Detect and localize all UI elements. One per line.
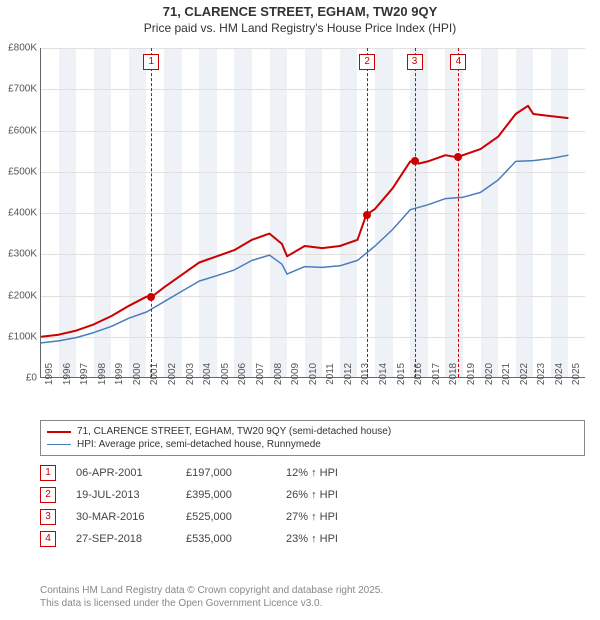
y-tick-label: £700K — [1, 84, 37, 95]
sales-table: 1 06-APR-2001 £197,000 12% ↑ HPI 2 19-JUL-201… — [40, 462, 366, 550]
marker-label: 1 — [143, 54, 159, 70]
x-tick-label: 2009 — [290, 363, 301, 385]
x-tick-label: 2023 — [536, 363, 547, 385]
marker-dot — [411, 157, 419, 165]
footer-line2: This data is licensed under the Open Gov… — [40, 597, 383, 610]
gridline — [41, 213, 585, 214]
y-tick-label: £800K — [1, 43, 37, 54]
sale-date: 06-APR-2001 — [76, 467, 166, 479]
x-tick-label: 1998 — [97, 363, 108, 385]
legend-label: 71, CLARENCE STREET, EGHAM, TW20 9QY (se… — [77, 426, 391, 437]
x-tick-label: 2012 — [343, 363, 354, 385]
title-line1: 71, CLARENCE STREET, EGHAM, TW20 9QY — [0, 4, 600, 21]
y-tick-label: £300K — [1, 249, 37, 260]
sale-delta: 27% ↑ HPI — [286, 511, 366, 523]
sale-delta: 23% ↑ HPI — [286, 533, 366, 545]
marker-dash — [151, 48, 152, 377]
sale-date: 27-SEP-2018 — [76, 533, 166, 545]
gridline — [41, 296, 585, 297]
marker-label: 2 — [359, 54, 375, 70]
legend-swatch — [47, 431, 71, 433]
legend-row: HPI: Average price, semi-detached house,… — [47, 438, 578, 451]
x-tick-label: 2004 — [202, 363, 213, 385]
x-tick-label: 2021 — [501, 363, 512, 385]
sale-row: 2 19-JUL-2013 £395,000 26% ↑ HPI — [40, 484, 366, 506]
legend-swatch — [47, 444, 71, 445]
x-tick-label: 2010 — [308, 363, 319, 385]
x-tick-label: 2003 — [185, 363, 196, 385]
marker-dash — [458, 48, 459, 377]
x-tick-label: 2025 — [571, 363, 582, 385]
x-tick-label: 2019 — [466, 363, 477, 385]
x-tick-label: 1999 — [114, 363, 125, 385]
chart-plot-area: £0£100K£200K£300K£400K£500K£600K£700K£80… — [40, 48, 585, 378]
sale-price: £395,000 — [186, 489, 266, 501]
x-tick-label: 1997 — [79, 363, 90, 385]
footer-line1: Contains HM Land Registry data © Crown c… — [40, 584, 383, 597]
y-tick-label: £400K — [1, 208, 37, 219]
sale-marker: 4 — [40, 531, 56, 547]
y-tick-label: £500K — [1, 166, 37, 177]
sale-marker: 2 — [40, 487, 56, 503]
x-tick-label: 2007 — [255, 363, 266, 385]
x-tick-label: 2013 — [360, 363, 371, 385]
x-tick-label: 2014 — [378, 363, 389, 385]
x-tick-label: 2024 — [554, 363, 565, 385]
legend-row: 71, CLARENCE STREET, EGHAM, TW20 9QY (se… — [47, 425, 578, 438]
x-tick-label: 2008 — [273, 363, 284, 385]
sale-date: 19-JUL-2013 — [76, 489, 166, 501]
x-tick-label: 2015 — [396, 363, 407, 385]
gridline — [41, 337, 585, 338]
sale-row: 4 27-SEP-2018 £535,000 23% ↑ HPI — [40, 528, 366, 550]
marker-dash — [415, 48, 416, 377]
marker-dot — [454, 153, 462, 161]
chart-title-block: 71, CLARENCE STREET, EGHAM, TW20 9QY Pri… — [0, 0, 600, 36]
footer-attribution: Contains HM Land Registry data © Crown c… — [40, 584, 383, 610]
x-tick-label: 2022 — [519, 363, 530, 385]
x-tick-label: 2017 — [431, 363, 442, 385]
sale-price: £535,000 — [186, 533, 266, 545]
marker-dot — [363, 211, 371, 219]
sale-date: 30-MAR-2016 — [76, 511, 166, 523]
x-tick-label: 2002 — [167, 363, 178, 385]
x-tick-label: 2011 — [325, 363, 336, 385]
y-tick-label: £200K — [1, 290, 37, 301]
marker-dot — [147, 293, 155, 301]
chart-legend: 71, CLARENCE STREET, EGHAM, TW20 9QY (se… — [40, 420, 585, 456]
x-tick-label: 2005 — [220, 363, 231, 385]
sale-delta: 26% ↑ HPI — [286, 489, 366, 501]
marker-label: 3 — [407, 54, 423, 70]
sale-row: 1 06-APR-2001 £197,000 12% ↑ HPI — [40, 462, 366, 484]
y-tick-label: £100K — [1, 331, 37, 342]
gridline — [41, 172, 585, 173]
legend-label: HPI: Average price, semi-detached house,… — [77, 439, 321, 450]
marker-label: 4 — [450, 54, 466, 70]
sale-marker: 3 — [40, 509, 56, 525]
sale-delta: 12% ↑ HPI — [286, 467, 366, 479]
y-tick-label: £600K — [1, 125, 37, 136]
x-tick-label: 1995 — [44, 363, 55, 385]
gridline — [41, 131, 585, 132]
gridline — [41, 89, 585, 90]
page-root: 71, CLARENCE STREET, EGHAM, TW20 9QY Pri… — [0, 0, 600, 620]
sale-price: £525,000 — [186, 511, 266, 523]
title-line2: Price paid vs. HM Land Registry's House … — [0, 21, 600, 37]
sale-marker: 1 — [40, 465, 56, 481]
x-tick-label: 2000 — [132, 363, 143, 385]
x-tick-label: 1996 — [62, 363, 73, 385]
gridline — [41, 254, 585, 255]
sale-row: 3 30-MAR-2016 £525,000 27% ↑ HPI — [40, 506, 366, 528]
x-tick-label: 2006 — [237, 363, 248, 385]
y-tick-label: £0 — [1, 373, 37, 384]
gridline — [41, 48, 585, 49]
x-tick-label: 2020 — [484, 363, 495, 385]
sale-price: £197,000 — [186, 467, 266, 479]
